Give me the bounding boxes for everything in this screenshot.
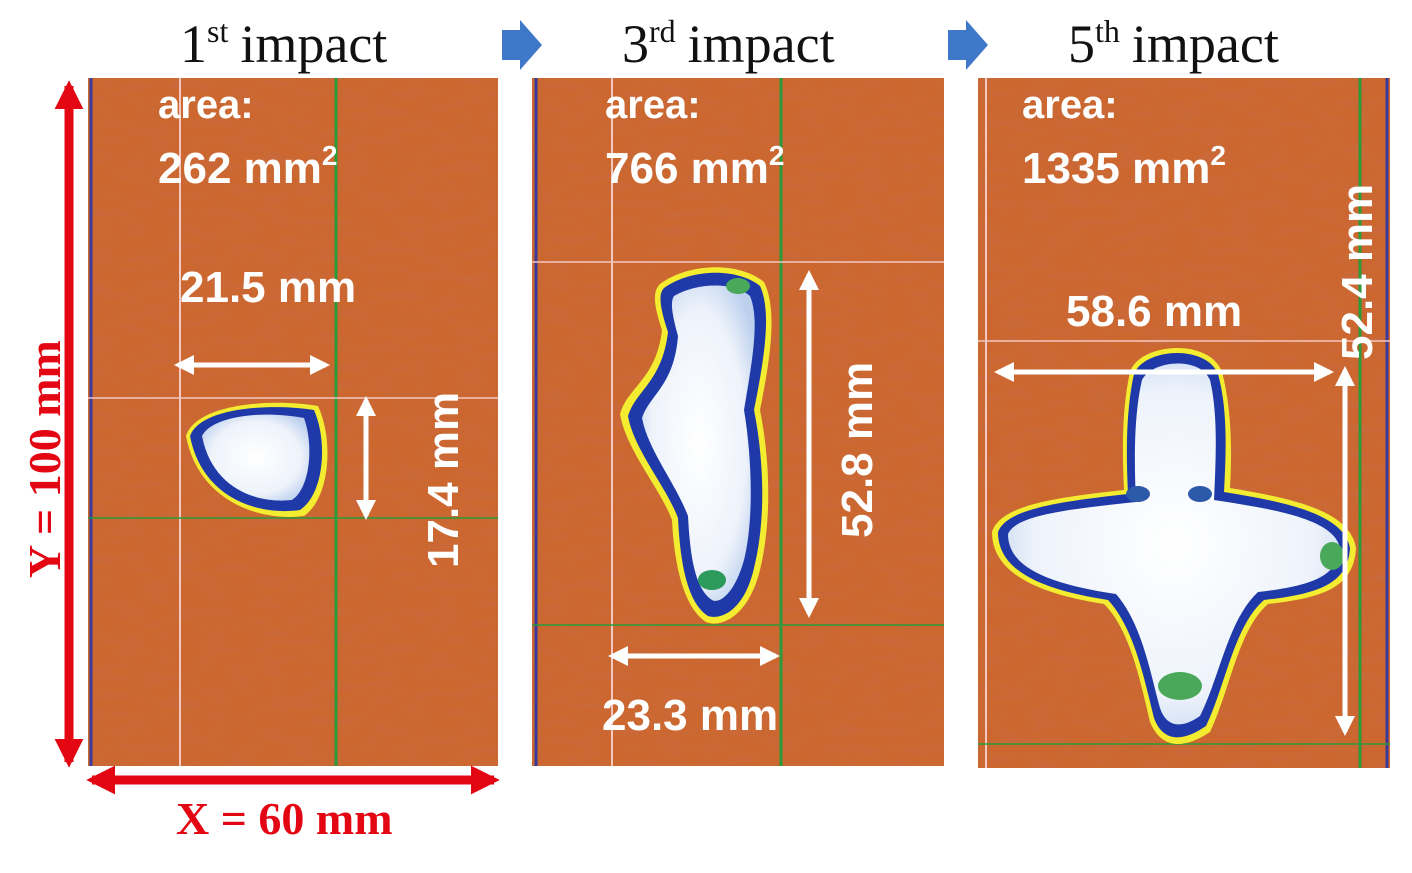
- panel3-area-label: area:: [1022, 83, 1118, 127]
- panel1-area-label: area:: [158, 83, 254, 127]
- panel3-area-value: 1335 mm2: [1022, 140, 1226, 193]
- panel3-height-label: 52.4 mm: [1333, 184, 1382, 360]
- panel2-title: 3rd impact: [622, 13, 835, 74]
- x-axis-label: X = 60 mm: [176, 793, 393, 844]
- panel2-area-label: area:: [605, 83, 701, 127]
- panel1-area-value: 262 mm2: [158, 140, 337, 193]
- y-axis-label: Y = 100 mm: [19, 340, 70, 578]
- panel1-title: 1st impact: [180, 13, 387, 74]
- panel3-title: 5th impact: [1068, 13, 1279, 74]
- panel2-area-value: 766 mm2: [605, 140, 784, 193]
- panel1-damage-region: [186, 402, 328, 517]
- panel3-width-label: 58.6 mm: [1066, 287, 1242, 336]
- progression-arrow-1: [502, 20, 542, 70]
- panel2-width-label: 23.3 mm: [602, 691, 778, 740]
- panel2-damage-region: [620, 267, 772, 624]
- panel1-height-label: 17.4 mm: [419, 392, 468, 568]
- panel2-height-label: 52.8 mm: [833, 362, 882, 538]
- progression-arrow-2: [948, 20, 988, 70]
- panel1-width-label: 21.5 mm: [180, 263, 356, 312]
